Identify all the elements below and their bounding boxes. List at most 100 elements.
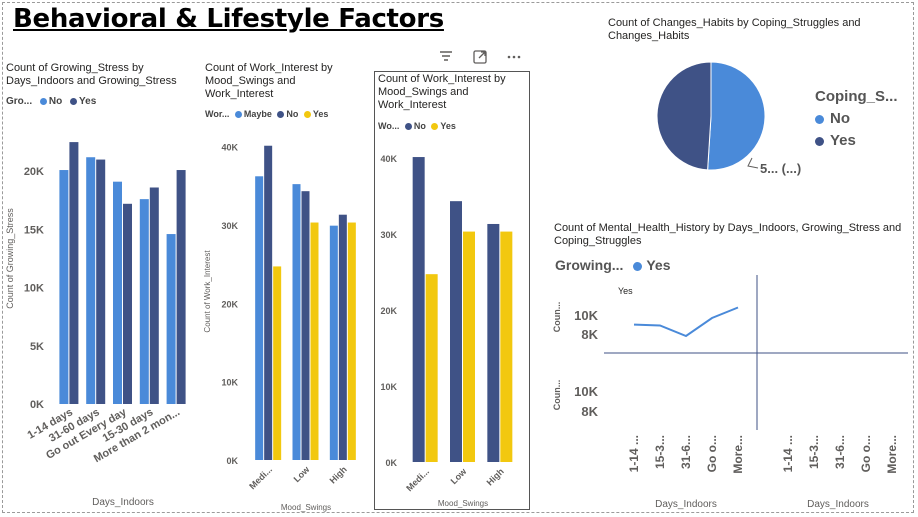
v1-legend-item[interactable]: No (48, 96, 63, 107)
bar-yes[interactable] (347, 222, 356, 460)
v2-legend-title: Wor... (205, 109, 230, 119)
bar-no[interactable] (487, 223, 500, 462)
bar-no[interactable] (412, 157, 425, 463)
x-tick-label: 15-3... (807, 435, 821, 469)
bar-maybe[interactable] (292, 184, 301, 460)
bar-yes[interactable] (176, 170, 186, 404)
y-tick-label: 0K (226, 456, 238, 466)
bar-yes[interactable] (123, 203, 132, 404)
x-axis-title: Days_Indoors (807, 499, 869, 510)
v5-line-chart[interactable]: Yes 10K 8K Coun... 10K 8K Coun... 1-14 ... 15-3.… (550, 275, 910, 513)
y-axis-title: Coun... (552, 302, 562, 333)
bar-yes[interactable] (310, 222, 319, 460)
bar-no[interactable] (86, 157, 96, 404)
bar-maybe[interactable] (329, 225, 338, 460)
y-tick-label: 15K (24, 224, 44, 236)
legend-dot-icon (431, 123, 439, 131)
v4-legend-item[interactable]: Yes (815, 130, 898, 152)
bar-no[interactable] (113, 181, 122, 404)
v1-legend-item[interactable]: Yes (79, 96, 97, 107)
v4-pie-chart[interactable]: 5... (...) (640, 60, 820, 190)
bar-no[interactable] (59, 170, 69, 404)
v5-title: Count of Mental_Health_History by Days_I… (554, 222, 902, 247)
y-tick-label: 20K (24, 166, 44, 178)
y-tick-label: 30K (380, 230, 397, 240)
v4-legend-label: Yes (830, 132, 856, 149)
y-tick-label: 20K (380, 306, 397, 316)
x-tick-label: 15-3... (653, 435, 667, 469)
more-options-icon[interactable] (506, 49, 522, 70)
pie-slice-yes[interactable] (656, 61, 712, 171)
v2-legend-item[interactable]: Maybe (243, 109, 272, 119)
v1-title: Count of Growing_Stress by Days_Indoors … (6, 62, 177, 87)
legend-dot-icon (39, 97, 47, 105)
y-tick-label: 40K (380, 154, 397, 164)
v3-legend[interactable]: Wo... No Yes (378, 121, 456, 131)
x-tick-label: 31-6... (679, 435, 693, 469)
x-axis-title: Days_Indoors (655, 499, 717, 510)
v2-legend-item[interactable]: Yes (312, 109, 329, 119)
y-tick-label: 8K (581, 404, 598, 419)
v5-legend-title: Growing... (555, 257, 624, 273)
x-tick-label: 1-14 ... (781, 435, 795, 472)
x-tick-label: High (328, 464, 349, 485)
x-axis-title: Mood_Swings (281, 503, 331, 512)
y-axis-title: Count of Growing_Stress (5, 208, 15, 309)
x-tick-label: More... (885, 435, 899, 474)
filter-icon[interactable] (438, 49, 454, 70)
x-axis-title: Mood_Swings (438, 499, 488, 508)
line-series-yes[interactable] (633, 306, 739, 338)
bar-yes[interactable] (425, 274, 438, 462)
bar-no[interactable] (264, 145, 273, 460)
v2-legend[interactable]: Wor... Maybe No Yes (205, 109, 328, 119)
y-tick-label: 5K (30, 341, 44, 353)
bar-yes[interactable] (273, 266, 282, 460)
bar-no[interactable] (338, 214, 347, 460)
y-tick-label: 30K (221, 221, 238, 231)
v2-bar-chart[interactable]: 0K 10K 20K 30K 40K Medi... Low High Mood_Swings C… (200, 120, 372, 515)
bar-no[interactable] (450, 201, 462, 462)
v4-legend[interactable]: Coping_S... No Yes (815, 86, 898, 152)
focus-mode-icon[interactable] (472, 49, 488, 70)
x-tick-label: High (485, 466, 506, 487)
v2-legend-item[interactable]: No (286, 109, 299, 119)
legend-dot-icon (277, 111, 285, 119)
v1-legend[interactable]: Gro... No Yes (6, 96, 96, 107)
x-tick-label: 31-6... (833, 435, 847, 469)
v5-legend[interactable]: Growing... Yes (555, 257, 670, 273)
bar-yes[interactable] (500, 231, 513, 462)
bar-yes[interactable] (149, 187, 159, 404)
v1-legend-title: Gro... (6, 96, 33, 107)
v3-legend-item[interactable]: Yes (440, 121, 456, 131)
bar-yes[interactable] (69, 142, 79, 404)
bar-yes[interactable] (96, 159, 106, 404)
v3-title: Count of Work_Interest by Mood_Swings an… (378, 73, 506, 111)
bar-no[interactable] (301, 191, 310, 460)
v4-title: Count of Changes_Habits by Coping_Strugg… (608, 17, 861, 42)
v5-legend-item[interactable]: Yes (646, 257, 671, 273)
bar-no[interactable] (166, 234, 176, 404)
y-tick-label: 10K (380, 382, 397, 392)
bar-yes[interactable] (463, 231, 475, 462)
pie-slice-no[interactable] (707, 61, 766, 171)
data-label-leader-line[interactable] (747, 157, 759, 169)
bar-no[interactable] (139, 199, 149, 404)
x-tick-label: 1-14 ... (627, 435, 641, 472)
legend-dot-icon (303, 111, 311, 119)
x-tick-label: Go o... (859, 435, 873, 472)
legend-dot-icon (234, 111, 242, 119)
y-tick-label: 0K (30, 399, 44, 411)
bar-maybe[interactable] (255, 176, 264, 460)
v4-legend-label: No (830, 110, 850, 127)
y-tick-label: 0K (385, 458, 397, 468)
y-tick-label: 40K (221, 143, 238, 153)
v3-focus-border (374, 71, 530, 510)
v3-legend-item[interactable]: No (413, 121, 426, 131)
y-axis-title: Coun... (552, 380, 562, 411)
v4-legend-item[interactable]: No (815, 108, 898, 130)
legend-dot-icon (404, 123, 412, 131)
y-tick-label: 10K (24, 283, 44, 295)
v3-bar-chart[interactable]: 0K 10K 20K 30K 40K Medi... Low High Mood_Swings (375, 132, 529, 509)
